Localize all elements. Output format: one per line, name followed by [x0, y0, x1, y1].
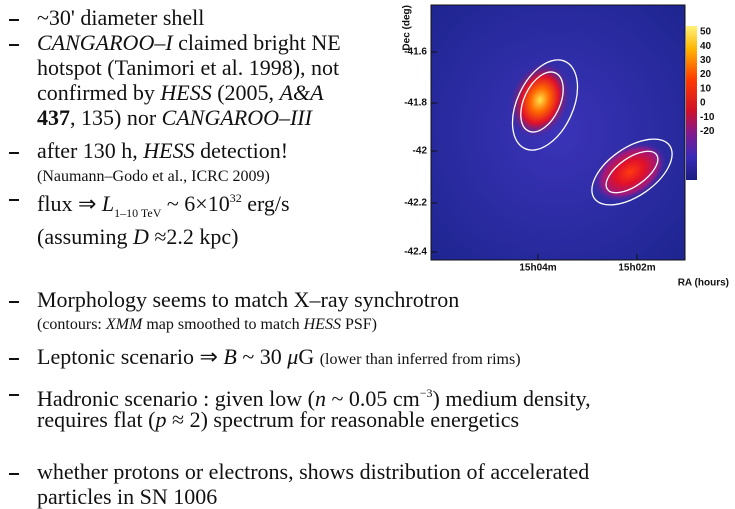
- text-run: 1–10 TeV: [114, 206, 161, 220]
- bullet-line: (contours: XMM map smoothed to match HES…: [37, 316, 377, 334]
- text-run: ≈ 2) spectrum for reasonable energetics: [167, 407, 520, 432]
- text-run: particles in SN 1006: [37, 484, 217, 509]
- text-run: PSF): [341, 316, 377, 333]
- text-run: HESS: [160, 80, 211, 105]
- text-run: B: [223, 344, 236, 369]
- text-run: CANGAROO–I: [37, 30, 173, 55]
- bullet-dash: [9, 301, 19, 303]
- bullet-dash: [9, 394, 19, 396]
- colorbar-label: 0: [700, 98, 706, 109]
- text-run: after 130 h,: [37, 138, 143, 163]
- map-frame: [431, 5, 685, 260]
- colorbar-label: 20: [700, 69, 712, 80]
- bullet-line: Leptonic scenario ⇒ B ~ 30 μG (lower tha…: [37, 345, 521, 372]
- bullet-line: Morphology seems to match X–ray synchrot…: [37, 288, 459, 312]
- bullet-line: (assuming D ≈2.2 kpc): [37, 225, 239, 249]
- y-axis-label: Dec (deg): [402, 5, 413, 51]
- text-run: ≈2.2 kpc): [149, 224, 239, 249]
- y-tick-label: -42.4: [404, 247, 427, 258]
- bullet-line: CANGAROO–I claimed bright NE: [37, 31, 341, 55]
- text-run: −3: [420, 386, 433, 400]
- x-tick-label: 15h02m: [618, 263, 655, 274]
- colorbar: [686, 26, 697, 180]
- text-run: requires flat (: [37, 407, 156, 432]
- text-run: erg/s: [242, 191, 290, 216]
- text-run: claimed bright NE: [173, 30, 341, 55]
- text-run: D: [133, 224, 149, 249]
- text-run: ~ 30: [237, 344, 287, 369]
- text-run: μ: [287, 344, 298, 369]
- text-run: ~30' diameter shell: [37, 5, 204, 30]
- text-run: confirmed by: [37, 80, 160, 105]
- text-run: p: [156, 407, 167, 432]
- bullet-line: 437, 135) nor CANGAROO–III: [37, 106, 312, 130]
- text-run: G: [298, 344, 319, 369]
- bullet-line: hotspot (Tanimori et al. 1998), not: [37, 56, 339, 80]
- bullet-line: after 130 h, HESS detection!: [37, 139, 288, 163]
- bullet-dash: [9, 473, 19, 475]
- text-run: (contours:: [37, 316, 106, 333]
- text-run: A&A: [280, 80, 324, 105]
- x-tick-label: 15h04m: [519, 263, 556, 274]
- text-run: Leptonic scenario ⇒: [37, 344, 223, 369]
- bullet-dash: [9, 358, 19, 360]
- y-tick-label: -41.8: [404, 98, 427, 109]
- text-run: Morphology seems to match X–ray synchrot…: [37, 287, 459, 312]
- bullet-dash: [9, 44, 19, 46]
- text-run: whether protons or electrons, shows dist…: [37, 459, 589, 484]
- text-run: 32: [230, 191, 242, 205]
- bullet-line: whether protons or electrons, shows dist…: [37, 460, 589, 484]
- bullet-line: requires flat (p ≈ 2) spectrum for reaso…: [37, 408, 519, 432]
- text-run: (Naumann–Godo et al., ICRC 2009): [37, 168, 270, 185]
- text-run: XMM: [106, 316, 142, 333]
- x-axis-label: RA (hours): [678, 278, 729, 289]
- text-run: detection!: [195, 138, 288, 163]
- colorbar-label: -20: [700, 126, 715, 137]
- text-run: CANGAROO–III: [162, 105, 312, 130]
- bullet-line: ~30' diameter shell: [37, 6, 204, 30]
- bullet-line: (Naumann–Godo et al., ICRC 2009): [37, 168, 270, 186]
- colorbar-label: 40: [700, 41, 712, 52]
- bullet-line: confirmed by HESS (2005, A&A: [37, 81, 324, 105]
- bullet-line: flux ⇒ L1–10 TeV ~ 6×1032 erg/s: [37, 186, 290, 225]
- text-run: , 135) nor: [70, 105, 162, 130]
- bullet-dash: [9, 199, 19, 201]
- y-tick-label: -42: [413, 146, 428, 157]
- colorbar-label: 10: [700, 83, 712, 94]
- text-run: L: [102, 191, 114, 216]
- text-run: (assuming: [37, 224, 133, 249]
- text-run: ~ 6×10: [161, 191, 229, 216]
- colorbar-label: 30: [700, 55, 712, 66]
- text-run: 437: [37, 105, 70, 130]
- text-run: hotspot (Tanimori et al. 1998), not: [37, 55, 339, 80]
- text-run: HESS: [304, 316, 341, 333]
- colorbar-label: -10: [700, 112, 715, 123]
- text-run: (2005,: [212, 80, 280, 105]
- text-run: (lower than inferred from rims): [320, 351, 521, 368]
- text-run: map smoothed to match: [142, 316, 303, 333]
- text-run: flux ⇒: [37, 191, 102, 216]
- y-tick-label: -42.2: [404, 198, 427, 209]
- text-run: HESS: [143, 138, 194, 163]
- slide: {"bullets": [ {"lines": [[{"text": "~30'…: [0, 0, 735, 509]
- bullet-dash: [9, 152, 19, 154]
- colorbar-label: 50: [700, 27, 712, 38]
- bullet-line: particles in SN 1006: [37, 485, 217, 509]
- bullet-dash: [9, 19, 19, 21]
